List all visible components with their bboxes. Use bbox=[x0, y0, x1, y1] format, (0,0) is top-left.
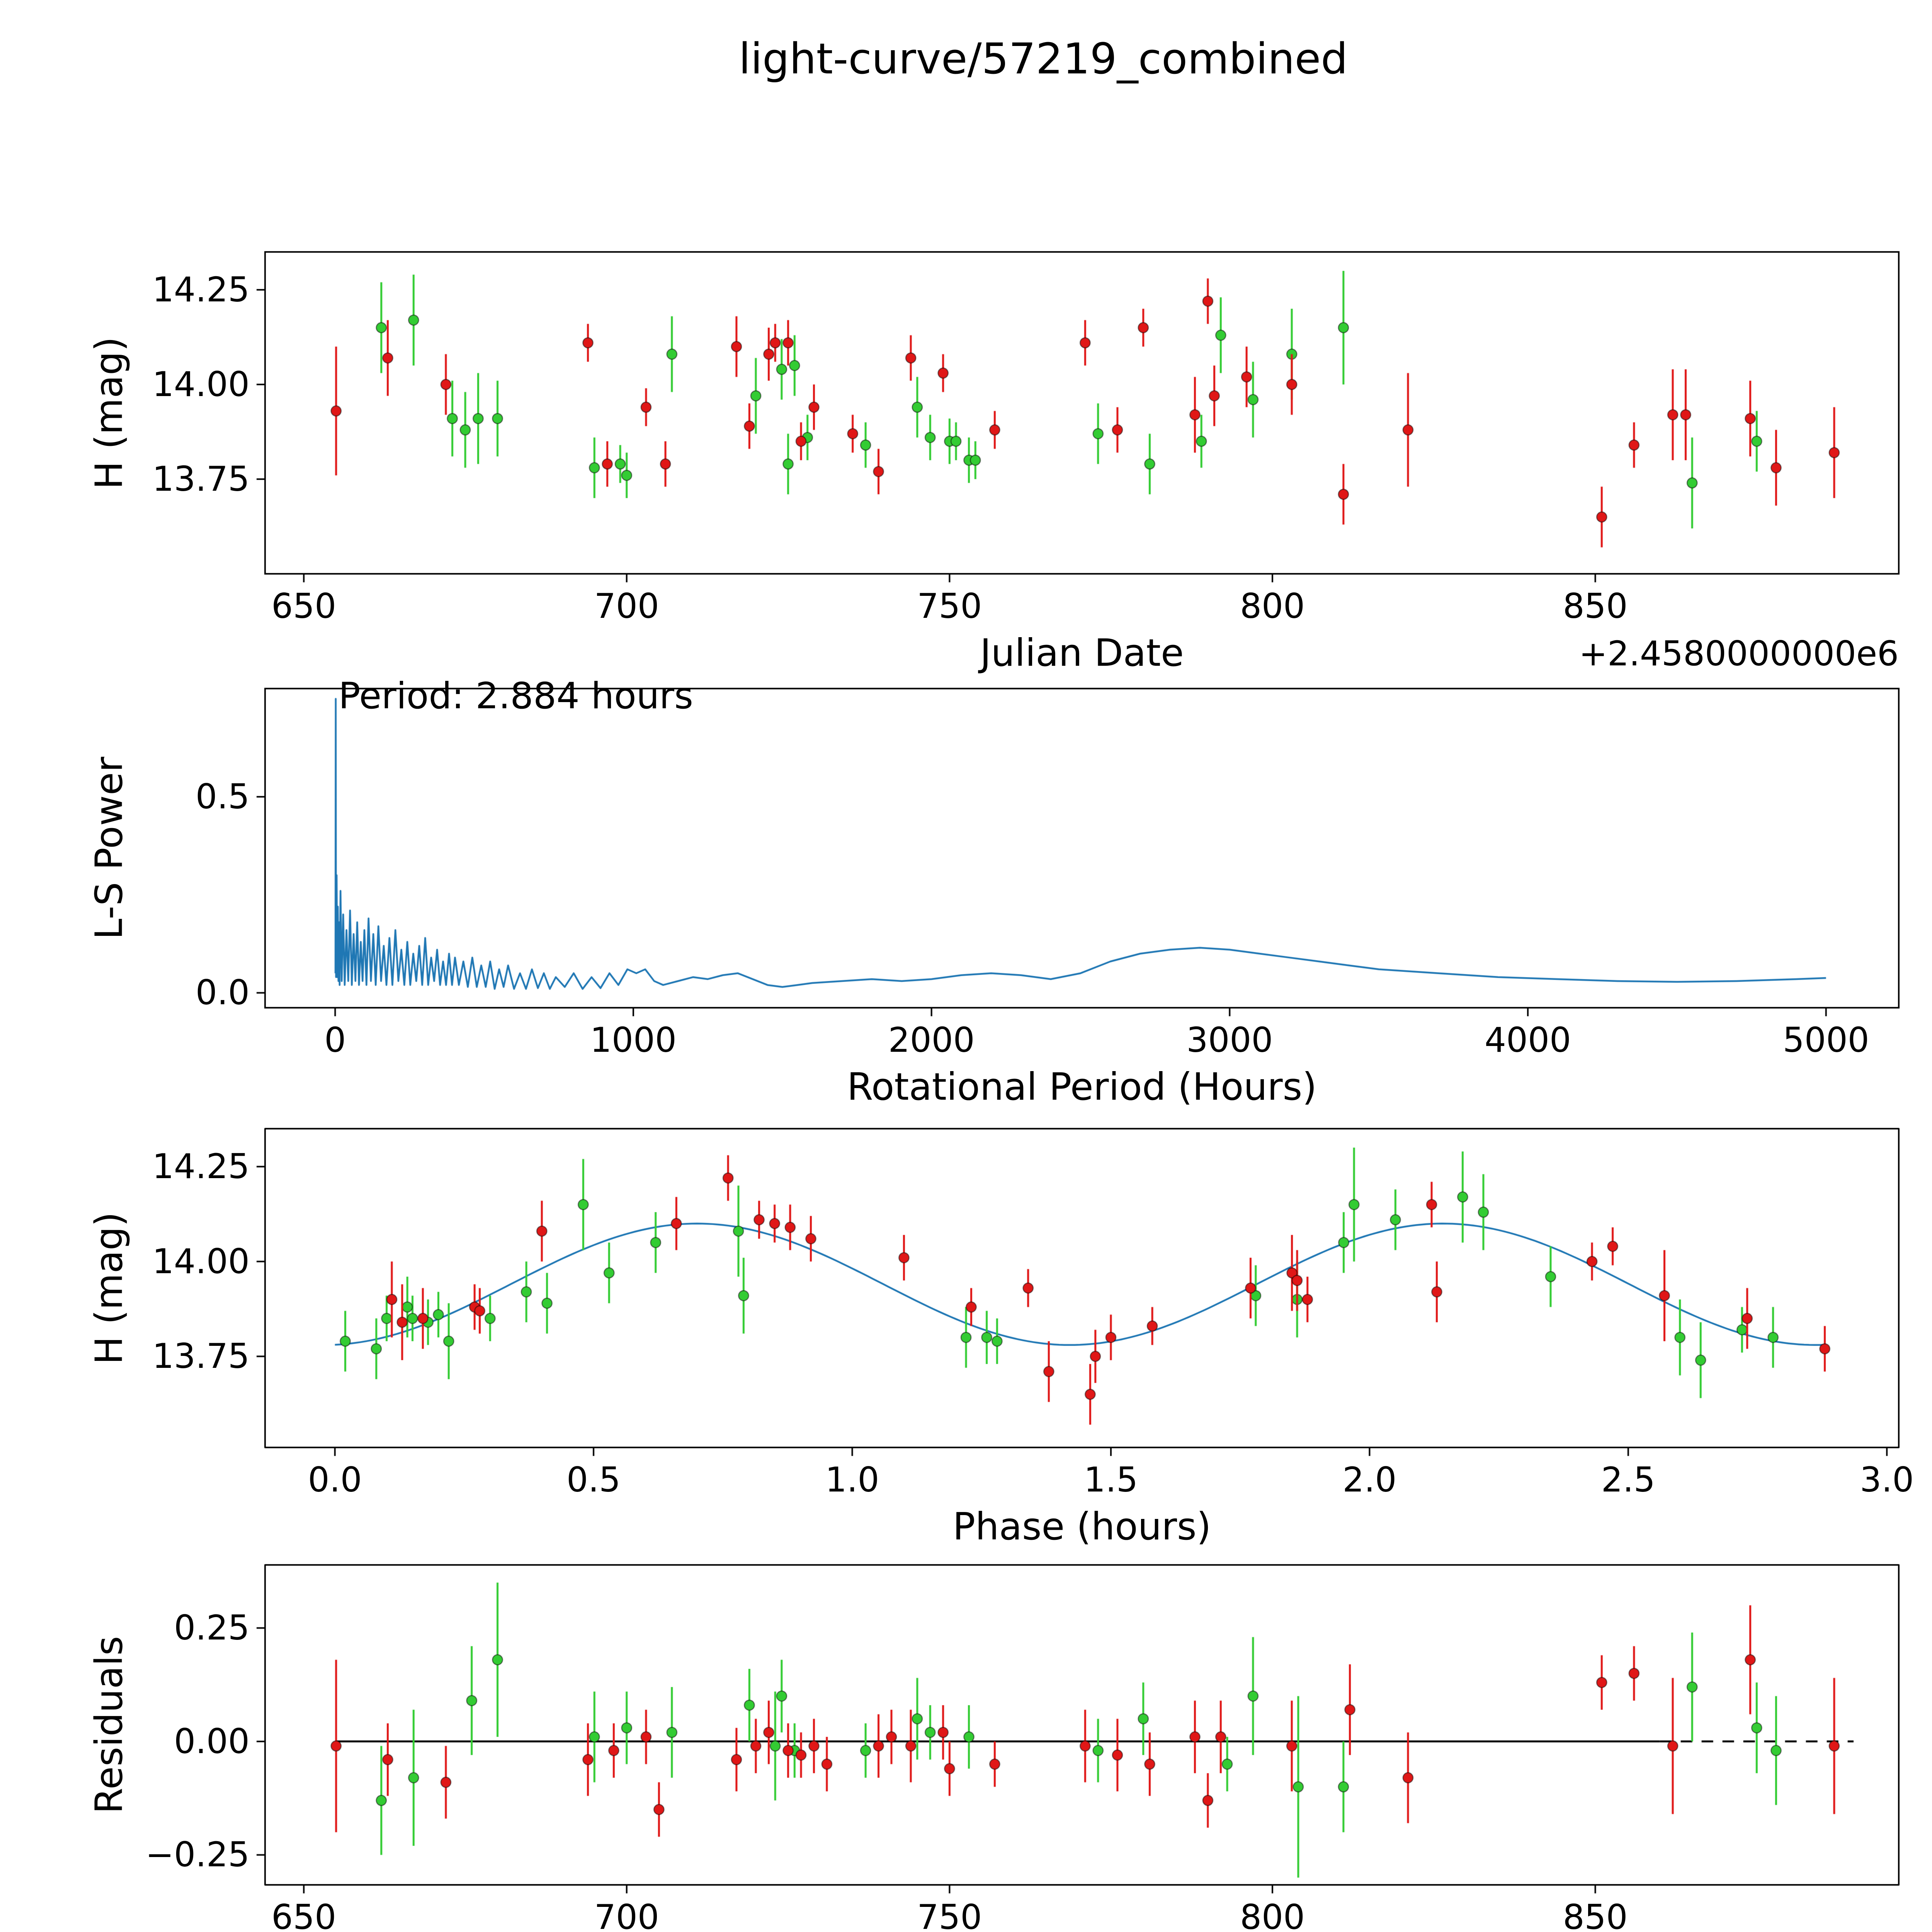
x-tick-label: 650 bbox=[271, 1897, 337, 1932]
panel1-xlabel: Julian Date bbox=[980, 631, 1184, 675]
x-tick-label: 650 bbox=[271, 586, 337, 626]
panel3-xlabel: Phase (hours) bbox=[952, 1505, 1211, 1548]
x-tick-label: 850 bbox=[1563, 1897, 1628, 1932]
y-tick-label: −0.25 bbox=[145, 1835, 250, 1875]
period-annotation: Period: 2.884 hours bbox=[338, 675, 693, 717]
x-tick-label: 3.0 bbox=[1860, 1460, 1914, 1500]
x-tick-label: 750 bbox=[917, 586, 982, 626]
y-tick-label: 13.75 bbox=[152, 1336, 250, 1376]
x-tick-label: 5000 bbox=[1782, 1020, 1869, 1060]
x-tick-label: 2000 bbox=[888, 1020, 975, 1060]
x-tick-label: 750 bbox=[917, 1897, 982, 1932]
x-tick-label: 0.5 bbox=[566, 1460, 621, 1500]
x-tick-label: 800 bbox=[1240, 1897, 1305, 1932]
panel1-x-offset-text: +2.4580000000e6 bbox=[1579, 634, 1899, 673]
panel2-xlabel: Rotational Period (Hours) bbox=[847, 1065, 1317, 1109]
figure-title: light-curve/57219_combined bbox=[738, 34, 1348, 83]
y-tick-label: 14.25 bbox=[152, 1146, 250, 1187]
y-tick-label: 14.25 bbox=[152, 270, 250, 310]
x-tick-label: 1.5 bbox=[1083, 1460, 1138, 1500]
x-tick-label: 1000 bbox=[590, 1020, 677, 1060]
y-tick-label: 0.25 bbox=[174, 1608, 250, 1648]
x-tick-label: 850 bbox=[1563, 586, 1628, 626]
x-tick-label: 0 bbox=[324, 1020, 346, 1060]
x-tick-label: 4000 bbox=[1485, 1020, 1571, 1060]
y-tick-label: 0.5 bbox=[196, 777, 250, 817]
y-tick-label: 14.00 bbox=[152, 364, 250, 404]
y-tick-label: 13.75 bbox=[152, 459, 250, 499]
y-tick-label: 0.0 bbox=[196, 973, 250, 1013]
x-tick-label: 2.5 bbox=[1601, 1460, 1655, 1500]
x-tick-label: 0.0 bbox=[308, 1460, 362, 1500]
x-tick-label: 700 bbox=[594, 586, 659, 626]
x-tick-label: 3000 bbox=[1186, 1020, 1273, 1060]
y-tick-label: 14.00 bbox=[152, 1241, 250, 1281]
x-tick-label: 800 bbox=[1240, 586, 1305, 626]
x-tick-label: 1.0 bbox=[825, 1460, 879, 1500]
x-tick-label: 700 bbox=[594, 1897, 659, 1932]
x-tick-label: 2.0 bbox=[1342, 1460, 1397, 1500]
y-tick-label: 0.00 bbox=[174, 1721, 250, 1761]
